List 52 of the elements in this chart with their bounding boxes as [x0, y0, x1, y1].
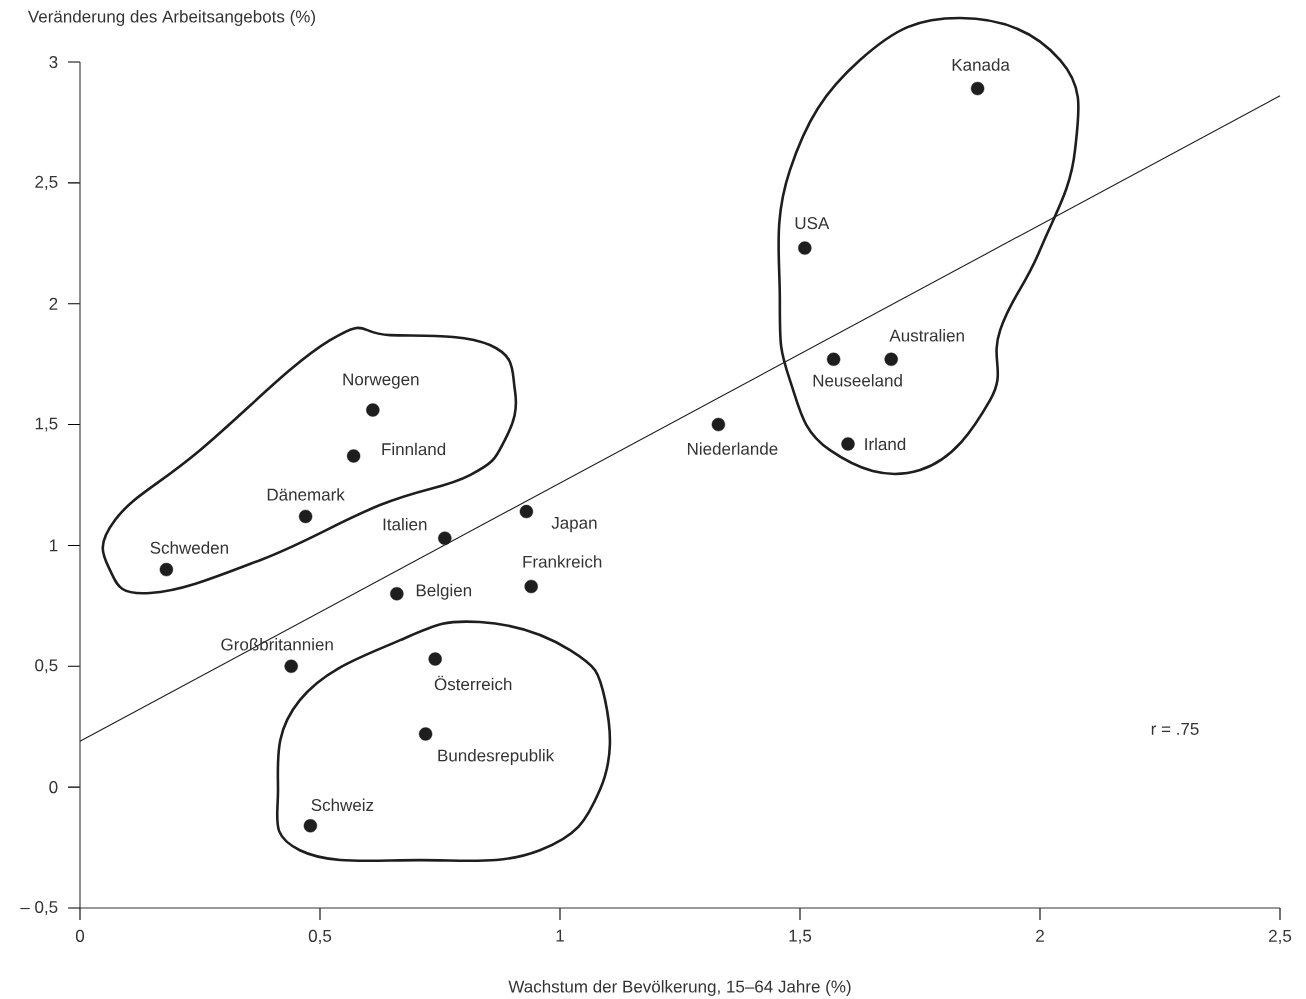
x-tick-label: 0,5 [308, 929, 332, 944]
annotation: Australien [889, 329, 964, 342]
y-tick-label: 1,5 [35, 417, 58, 432]
x-axis-title: Wachstum der Bevölkerung, 15–64 Jahre (%) [508, 980, 851, 996]
annotation: Dänemark [267, 488, 345, 501]
point [841, 437, 855, 451]
y-tick-label: 1 [49, 539, 58, 552]
y-tick-label: 2,5 [35, 175, 58, 190]
point [298, 509, 313, 524]
y-tick-label: – 0,5 [20, 900, 58, 916]
point [390, 587, 404, 601]
y-tick-label: 0 [49, 781, 58, 794]
x-tick-label: 2,5 [1269, 929, 1292, 944]
annotation: Schweden [150, 541, 228, 554]
y-axis-title: Veränderung des Arbeitsangebots (%) [27, 10, 315, 26]
annotation: Frankreich [523, 555, 602, 568]
annotation: Irland [865, 437, 906, 451]
point [524, 579, 538, 594]
annotation: Bundesrepublik [438, 749, 555, 765]
y-tick-label: 0,5 [35, 659, 58, 674]
annotation: Japan [551, 516, 597, 533]
point [884, 352, 898, 367]
y-tick-label: 3 [49, 55, 58, 69]
annotation: Belgien [416, 583, 472, 600]
annotation: Neuseeland [813, 374, 902, 387]
point [428, 652, 442, 666]
x-tick-label: 1,5 [789, 929, 812, 944]
point [798, 241, 812, 255]
point [366, 403, 380, 417]
x-tick-label: 2 [1036, 929, 1044, 942]
point [826, 352, 841, 367]
annotation: Österreich [434, 675, 512, 691]
annotation: r = .75 [1151, 723, 1199, 735]
point [346, 449, 361, 463]
x-tick-label: 1 [556, 929, 564, 942]
annotation: Finnland [382, 442, 446, 456]
point [438, 531, 452, 545]
point [159, 562, 174, 577]
y-tick-label: 2 [49, 297, 58, 310]
point [970, 81, 985, 96]
point [284, 659, 298, 673]
annotation: Norwegen [343, 373, 419, 389]
annotation: Schweiz [311, 798, 374, 812]
annotation: Kanada [952, 58, 1010, 71]
annotation: Niederlande [687, 442, 778, 455]
point [711, 417, 726, 432]
point [303, 819, 318, 833]
point [519, 504, 534, 519]
annotation: USA [795, 217, 830, 230]
point [418, 727, 433, 741]
annotation: Italien [383, 517, 427, 531]
x-tick-label: 0 [75, 929, 85, 942]
